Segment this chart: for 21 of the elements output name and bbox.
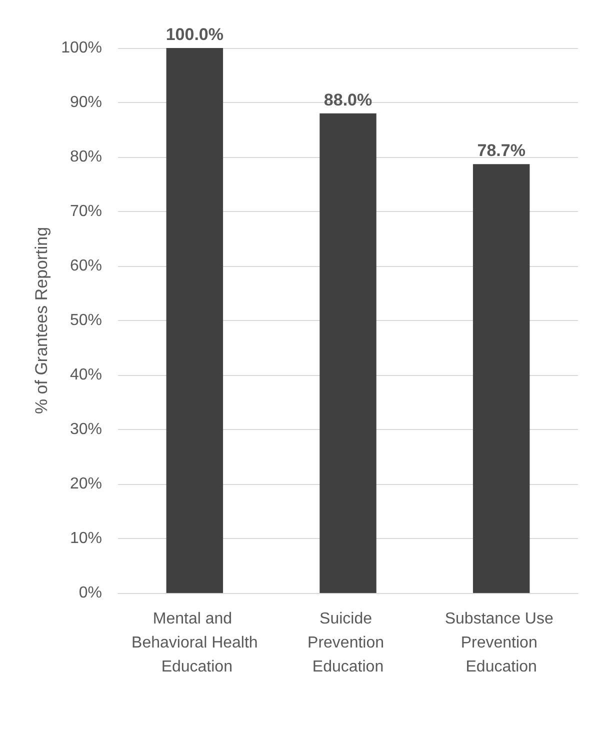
bar [320,113,376,593]
y-tick-label: 90% [70,94,102,111]
data-label: 88.0% [324,90,372,110]
y-tick-label: 70% [70,203,102,220]
y-tick-label: 20% [70,476,102,492]
y-tick-label: 30% [70,421,102,438]
bar [472,164,530,593]
data-label: 78.7% [477,141,526,160]
y-tick-label: 80% [70,148,102,166]
y-tick-label: 50% [70,312,102,329]
bar [166,48,224,593]
data-label: 100.0% [166,25,224,44]
y-tick-label: 10% [70,530,102,547]
y-tick-label: 60% [70,258,102,274]
y-tick-label: 40% [70,366,102,384]
x-tick-label: Suicide Prevention Education [308,610,388,676]
x-tick-label: Mental and Behavioral Health Education [132,610,258,676]
x-tick-label: Substance Use Prevention Education [444,610,558,676]
y-tick-label: 100% [61,40,102,56]
y-axis-title: % of Grantees Reporting [32,226,52,414]
y-tick-label: 0% [78,584,102,602]
